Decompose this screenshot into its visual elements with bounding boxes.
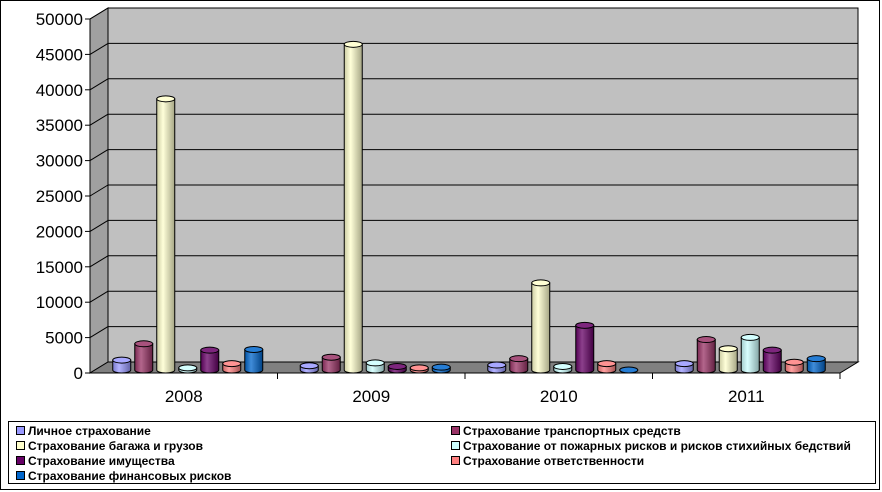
- legend-item: Страхование транспортных средств: [451, 423, 681, 438]
- bar-chart-3d: 0 5000 10000 15000 20000 25000 30000 35000 40000…: [36, 7, 860, 406]
- legend-item: Страхование ответственности: [451, 453, 644, 468]
- bar-2008-s5: [200, 349, 220, 374]
- legend-swatch: [16, 441, 25, 450]
- bar-top-2009-s5: [387, 362, 407, 370]
- bar-top-2009-s1: [299, 362, 319, 370]
- legend-item: Страхование имущества: [16, 453, 175, 468]
- legend-swatch: [16, 456, 25, 465]
- bar-2011-s7: [806, 358, 826, 374]
- y-tick-label: 0: [74, 364, 83, 383]
- gridline-side: [89, 149, 109, 162]
- bar-top-2010-s4: [553, 362, 573, 370]
- y-tick-label: 30000: [36, 152, 83, 171]
- bar-top-2011-s7: [806, 355, 826, 363]
- bar-top-2010-s7: [619, 366, 639, 374]
- gridline-side: [89, 113, 109, 126]
- bar-2011-s5: [762, 349, 782, 374]
- bar-2011-s4: [740, 336, 760, 374]
- bar-top-2009-s7: [431, 363, 451, 371]
- bar-2011-s2: [696, 339, 716, 374]
- bar-top-2011-s5: [762, 346, 782, 354]
- legend-label: Страхование ответственности: [463, 453, 645, 468]
- bar-top-2009-s4: [365, 359, 385, 367]
- y-tick-label: 5000: [45, 329, 83, 348]
- bar-top-2009-s3: [343, 40, 363, 48]
- bar-top-2010-s3: [531, 279, 551, 287]
- legend-item: Страхование багажа и грузов: [16, 438, 203, 453]
- bar-top-2010-s2: [509, 355, 529, 363]
- bar-top-2008-s7: [244, 345, 264, 353]
- legend-label: Страхование транспортных средств: [463, 423, 681, 438]
- y-tick-label: 40000: [36, 81, 83, 100]
- bar-2008-s7: [244, 348, 264, 374]
- y-tick-label: 15000: [36, 258, 83, 277]
- gridline-side: [89, 290, 109, 303]
- x-tick-label: 2008: [165, 387, 203, 406]
- legend-swatch: [16, 426, 25, 435]
- bar-top-2008-s4: [178, 364, 198, 372]
- gridline-side: [89, 78, 109, 91]
- bar-2008-s2: [134, 343, 154, 374]
- bar-2008-s3: [156, 98, 176, 374]
- legend-label: Страхование финансовых рисков: [28, 468, 232, 483]
- bar-2009-s2: [321, 356, 341, 374]
- y-tick-label: 45000: [36, 45, 83, 64]
- bar-top-2009-s6: [409, 364, 429, 372]
- bar-top-2010-s5: [575, 321, 595, 329]
- gridline-side: [89, 219, 109, 232]
- bar-top-2009-s2: [321, 353, 341, 361]
- y-tick-label: 20000: [36, 222, 83, 241]
- legend-label: Страхование имущества: [28, 453, 175, 468]
- y-tick-label: 25000: [36, 187, 83, 206]
- legend-item: Страхование от пожарных рисков и рисков …: [451, 438, 851, 453]
- bar-top-2010-s1: [487, 361, 507, 369]
- bar-top-2011-s6: [784, 358, 804, 366]
- legend-label: Страхование багажа и грузов: [28, 438, 203, 453]
- bar-2011-s3: [718, 348, 738, 374]
- bar-top-2010-s6: [597, 360, 617, 368]
- x-tick-label: 2011: [728, 387, 765, 406]
- y-tick-label: 35000: [36, 116, 83, 135]
- gridline-side: [89, 326, 109, 339]
- legend-swatch: [451, 456, 460, 465]
- legend-item: Страхование финансовых рисков: [16, 468, 231, 483]
- bar-top-2008-s3: [156, 95, 176, 103]
- legend: Личное страхование Страхование транспортн…: [8, 421, 876, 484]
- legend-swatch: [451, 441, 460, 450]
- gridline-side: [89, 184, 109, 197]
- bar-top-2008-s1: [112, 356, 132, 364]
- gridline-side: [89, 255, 109, 268]
- legend-swatch: [16, 471, 25, 480]
- bar-top-2008-s5: [200, 346, 220, 354]
- x-tick-label: 2010: [540, 387, 578, 406]
- bar-top-2011-s3: [718, 345, 738, 353]
- bar-top-2011-s4: [740, 333, 760, 341]
- bar-2010-s3: [531, 282, 551, 374]
- bar-top-2008-s2: [134, 340, 154, 348]
- bar-top-2008-s6: [222, 360, 242, 368]
- legend-label: Личное страхование: [28, 423, 151, 438]
- gridline-side: [89, 42, 109, 55]
- y-tick-label: 50000: [36, 10, 83, 29]
- bar-2009-s3: [343, 43, 363, 374]
- y-tick-label: 10000: [36, 293, 83, 312]
- legend-label: Страхование от пожарных рисков и рисков …: [463, 438, 851, 453]
- bar-2010-s5: [575, 324, 595, 374]
- legend-swatch: [451, 426, 460, 435]
- bar-top-2011-s1: [674, 360, 694, 368]
- bar-2010-s2: [509, 358, 529, 374]
- legend-item: Личное страхование: [16, 423, 151, 438]
- bar-top-2011-s2: [696, 336, 716, 344]
- x-tick-label: 2009: [352, 387, 390, 406]
- gridline-side: [89, 7, 109, 20]
